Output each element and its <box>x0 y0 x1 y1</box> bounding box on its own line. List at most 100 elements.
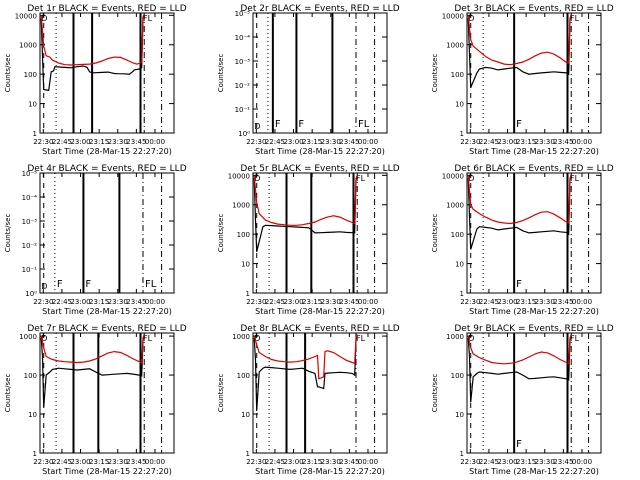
event-marker-label: D <box>468 334 474 343</box>
series-line-events <box>253 176 358 253</box>
y-tick-label: 10⁻¹ <box>235 106 251 114</box>
x-axis-label: Start Time (28-Mar-15 22:27:20) <box>42 147 172 156</box>
x-tick-label: 22:45 <box>479 298 499 306</box>
y-tick-label: 1000 <box>19 42 37 50</box>
event-marker-label: D <box>468 14 474 23</box>
x-tick-label: 23:15 <box>302 458 322 466</box>
event-marker-label: D <box>468 174 474 183</box>
event-marker-label: FL <box>356 174 366 183</box>
y-tick-label: 100 <box>451 71 464 79</box>
x-axis-label: Start Time (28-Mar-15 22:27:20) <box>469 307 599 316</box>
x-tick-label: 23:15 <box>89 298 109 306</box>
x-tick-label: 22:30 <box>460 138 480 146</box>
panel-7: Det 7r BLACK = Events, RED = LLD Counts/s… <box>4 324 187 476</box>
y-tick-label: 10⁻⁴ <box>235 34 251 42</box>
x-tick-label: 23:45 <box>126 298 146 306</box>
y-axis-label: Counts/sec <box>217 214 225 253</box>
series-line-lld <box>40 334 145 364</box>
series-line-events <box>253 335 358 411</box>
x-tick-label: 22:30 <box>33 138 53 146</box>
x-tick-label: 22:30 <box>33 298 53 306</box>
x-tick-label: 22:45 <box>52 458 72 466</box>
y-axis-label: Counts/sec <box>217 54 225 93</box>
x-tick-label: 22:45 <box>265 298 285 306</box>
x-tick-label: 00:00 <box>572 458 592 466</box>
event-line-label: F <box>516 439 522 450</box>
x-axis-label: Start Time (28-Mar-15 22:27:20) <box>255 467 385 476</box>
x-axis-label: Start Time (28-Mar-15 22:27:20) <box>255 147 385 156</box>
x-tick-label: 23:30 <box>108 138 128 146</box>
y-tick-label: 1000 <box>232 202 250 210</box>
x-tick-label: 23:45 <box>339 298 359 306</box>
event-marker-label: FL <box>143 334 153 343</box>
y-axis-label: Counts/sec <box>4 54 12 93</box>
x-tick-label: 23:30 <box>321 138 341 146</box>
panel-5: Det 5r BLACK = Events, RED = LLD Counts/s… <box>217 164 400 316</box>
x-tick-label: 23:45 <box>126 138 146 146</box>
event-marker-label: D <box>254 174 260 183</box>
x-tick-label: 23:00 <box>497 138 517 146</box>
y-axis-label: Counts/sec <box>4 214 12 253</box>
y-tick-label: 10⁰ <box>25 290 37 298</box>
event-marker-label: FL <box>143 14 153 23</box>
panel-title: Det 6r BLACK = Events, RED = LLD <box>454 164 613 174</box>
event-line-label: FL <box>145 279 157 290</box>
panel-title: Det 4r BLACK = Events, RED = LLD <box>27 164 186 174</box>
y-tick-label: 1000 <box>446 333 464 341</box>
event-marker-label: D <box>41 14 47 23</box>
event-marker-label: FL <box>356 334 366 343</box>
x-tick-label: 23:45 <box>339 138 359 146</box>
x-tick-label: 23:30 <box>108 298 128 306</box>
x-tick-label: 22:30 <box>246 138 266 146</box>
y-tick-label: 10 <box>28 411 37 419</box>
y-tick-label: 10000 <box>442 12 464 20</box>
y-axis-label: Counts/sec <box>431 214 439 253</box>
x-tick-label: 23:30 <box>108 458 128 466</box>
series-line-events <box>467 175 572 250</box>
x-tick-label: 23:45 <box>553 458 573 466</box>
series-line-lld <box>467 173 572 225</box>
x-tick-label: 22:30 <box>460 458 480 466</box>
plot-frame <box>252 12 388 134</box>
panel-title: Det 3r BLACK = Events, RED = LLD <box>454 4 613 14</box>
x-tick-label: 22:30 <box>246 298 266 306</box>
plot-frame <box>466 172 602 294</box>
y-tick-label: 1000 <box>446 202 464 210</box>
x-tick-label: 22:45 <box>52 138 72 146</box>
plot-frame <box>39 332 175 454</box>
x-tick-label: 22:30 <box>33 458 53 466</box>
x-tick-label: 23:00 <box>70 458 90 466</box>
x-tick-label: 23:00 <box>283 298 303 306</box>
y-tick-label: 1 <box>246 450 250 458</box>
y-tick-label: 10⁻⁵ <box>22 170 38 178</box>
x-tick-label: 00:00 <box>358 458 378 466</box>
y-tick-label: 10000 <box>15 12 37 20</box>
panel-title: Det 2r BLACK = Events, RED = LLD <box>240 4 399 14</box>
x-tick-label: 23:30 <box>535 298 555 306</box>
y-axis-label: Counts/sec <box>431 374 439 413</box>
event-marker-label: D <box>254 334 260 343</box>
y-axis-label: Counts/sec <box>217 374 225 413</box>
y-tick-label: 1 <box>460 290 464 298</box>
plot-frame <box>39 12 175 134</box>
y-tick-label: 10⁻⁵ <box>235 10 251 18</box>
y-tick-label: 10 <box>241 261 250 269</box>
panel-1: Det 1r BLACK = Events, RED = LLD Counts/s… <box>4 4 187 156</box>
x-tick-label: 23:45 <box>553 138 573 146</box>
y-tick-label: 1000 <box>446 42 464 50</box>
event-line-label: F <box>516 279 522 290</box>
x-tick-label: 23:45 <box>553 298 573 306</box>
y-tick-label: 100 <box>451 372 464 380</box>
x-tick-label: 23:15 <box>516 458 536 466</box>
event-line-label: F <box>298 119 304 130</box>
y-tick-label: 10⁻⁴ <box>22 194 38 202</box>
y-tick-label: 10⁻¹ <box>22 266 38 274</box>
y-tick-label: 100 <box>237 372 250 380</box>
panel-8: Det 8r BLACK = Events, RED = LLD Counts/s… <box>217 324 400 476</box>
series-line-lld <box>467 13 572 66</box>
y-tick-label: 10000 <box>442 172 464 180</box>
x-tick-label: 22:30 <box>460 298 480 306</box>
y-tick-label: 1 <box>33 450 37 458</box>
y-tick-label: 100 <box>237 231 250 239</box>
